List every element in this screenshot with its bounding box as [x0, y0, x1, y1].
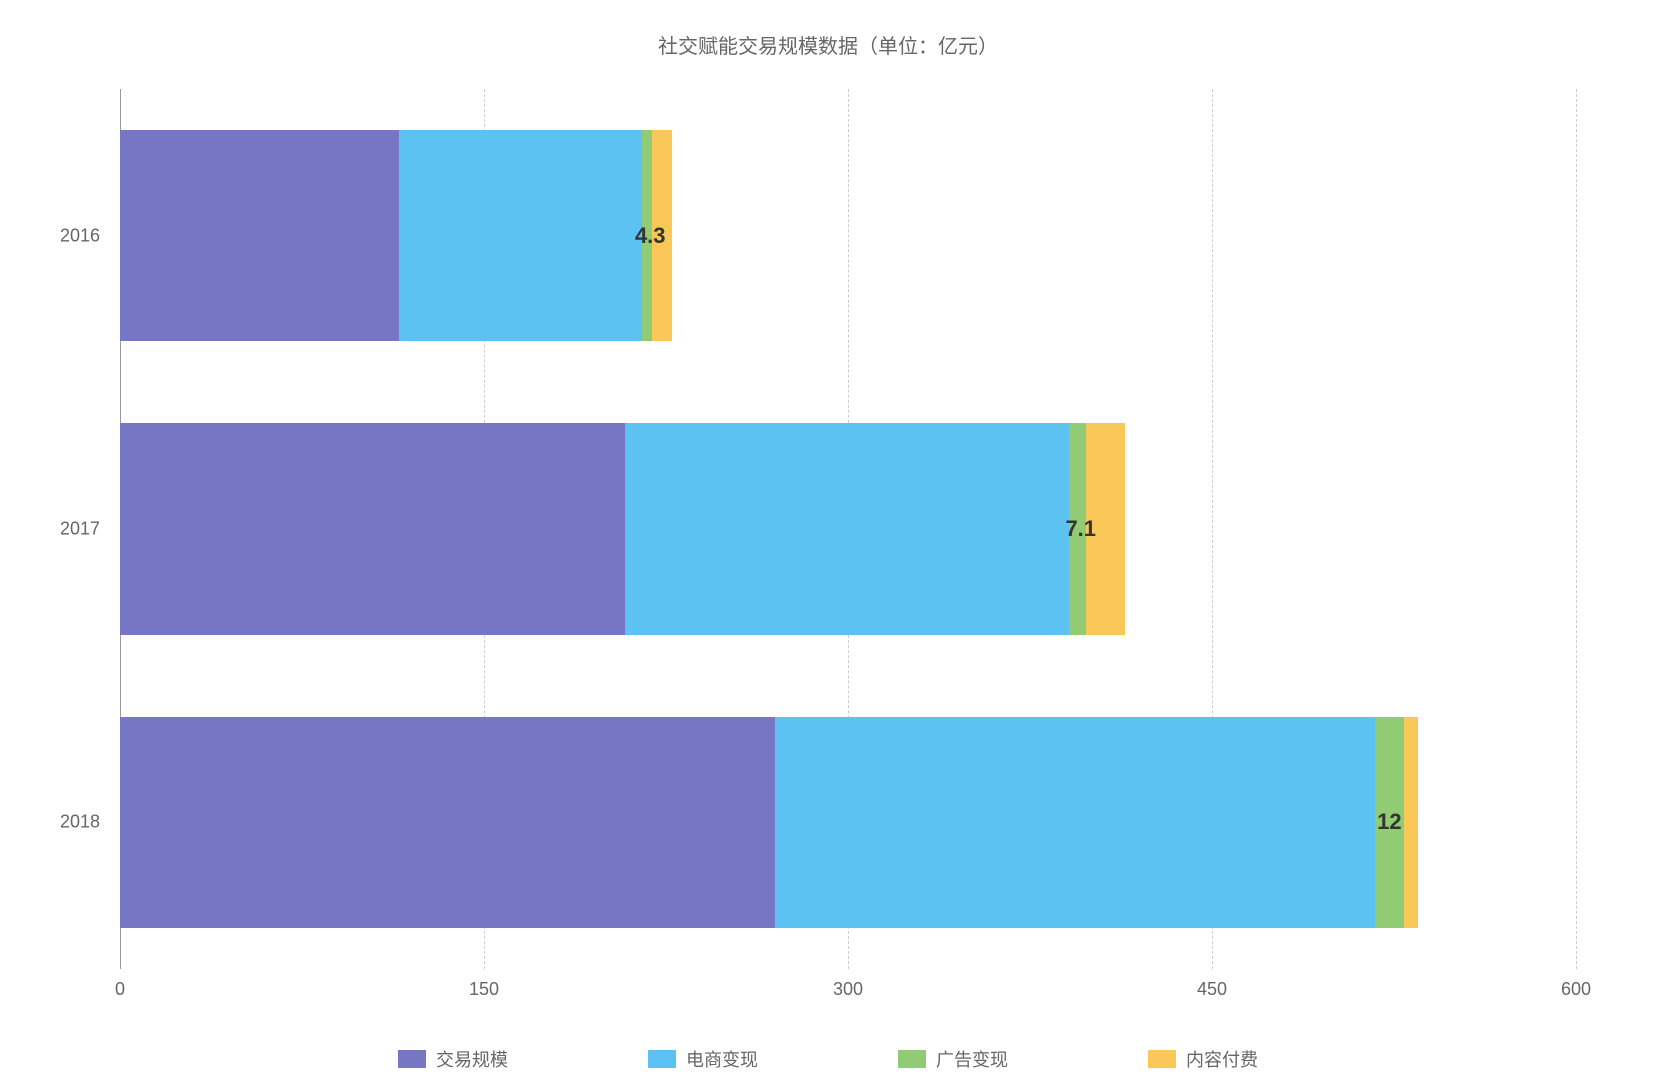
bar-row: 20164.3	[120, 130, 1576, 341]
legend-item: 交易规模	[398, 1046, 508, 1072]
y-axis-label: 2018	[60, 812, 100, 833]
legend-item: 电商变现	[648, 1046, 758, 1072]
bar-segment	[120, 423, 625, 634]
x-tick-label: 300	[833, 979, 863, 1000]
legend-label: 电商变现	[686, 1046, 758, 1072]
x-axis: 0150300450600	[120, 979, 1576, 999]
chart-title: 社交赋能交易规模数据（单位：亿元）	[60, 30, 1596, 59]
plot-area: 0150300450600 20164.320177.1201812	[120, 89, 1576, 969]
bar-segment	[1404, 717, 1419, 928]
x-tick-label: 0	[115, 979, 125, 1000]
y-axis-label: 2016	[60, 225, 100, 246]
chart-container: 社交赋能交易规模数据（单位：亿元） 0150300450600 20164.32…	[0, 0, 1656, 1092]
legend-swatch	[1148, 1050, 1176, 1068]
legend-item: 内容付费	[1148, 1046, 1258, 1072]
legend-swatch	[648, 1050, 676, 1068]
legend-item: 广告变现	[898, 1046, 1008, 1072]
bar-segment	[399, 130, 642, 341]
bar-row: 201812	[120, 717, 1576, 928]
x-tick-label: 600	[1561, 979, 1591, 1000]
y-axis-label: 2017	[60, 518, 100, 539]
bar-segment	[120, 130, 399, 341]
x-tick-label: 150	[469, 979, 499, 1000]
bar-segment	[120, 717, 775, 928]
legend-label: 内容付费	[1186, 1046, 1258, 1072]
bar-segment	[775, 717, 1374, 928]
legend-label: 广告变现	[936, 1046, 1008, 1072]
grid-line	[1576, 89, 1577, 969]
bar-value-label: 7.1	[1065, 516, 1096, 542]
x-tick-label: 450	[1197, 979, 1227, 1000]
legend-swatch	[398, 1050, 426, 1068]
bar-segment	[625, 423, 1069, 634]
bar-value-label: 4.3	[635, 223, 666, 249]
bar-value-label: 12	[1377, 809, 1401, 835]
legend-label: 交易规模	[436, 1046, 508, 1072]
bar-row: 20177.1	[120, 423, 1576, 634]
legend: 交易规模 电商变现 广告变现 内容付费	[0, 1046, 1656, 1072]
legend-swatch	[898, 1050, 926, 1068]
